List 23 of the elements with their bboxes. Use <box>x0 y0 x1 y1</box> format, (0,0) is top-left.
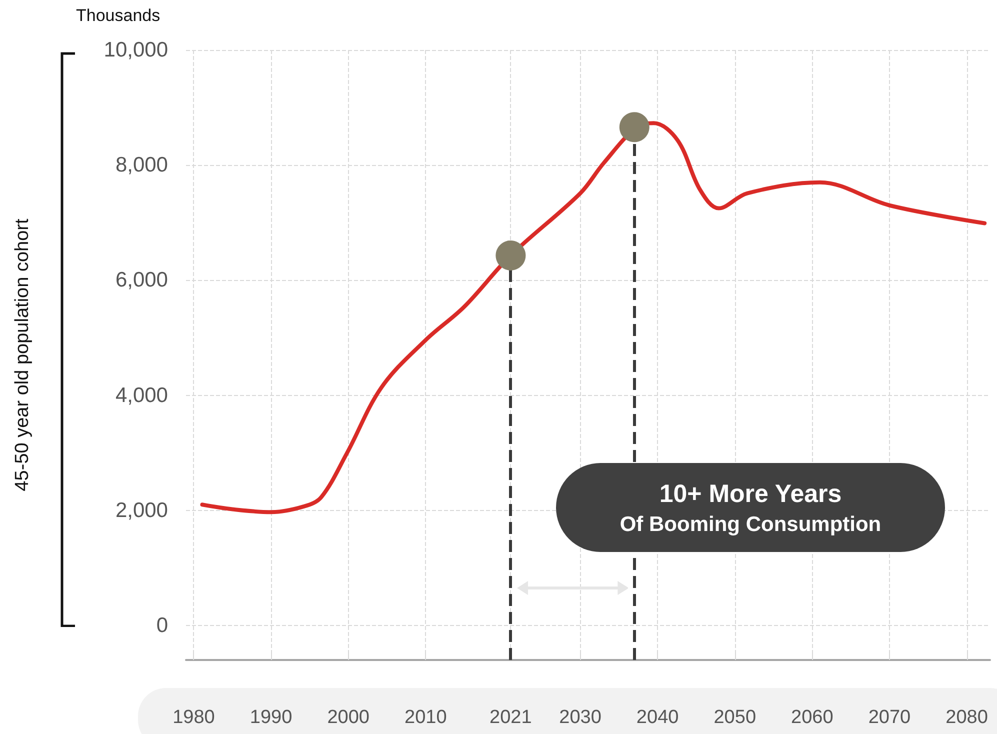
x-tick-label: 2050 <box>714 707 756 728</box>
y-tick-label: 4,000 <box>115 384 168 407</box>
x-tick-label: 2021 <box>490 707 532 728</box>
x-tick-label: 2030 <box>559 707 602 728</box>
annotation: Of Booming Consumption <box>618 512 882 538</box>
x-tick-label: 1980 <box>172 707 215 728</box>
y-axis-title: 45-50 year old population cohort <box>12 218 33 492</box>
x-tick-label: 2070 <box>868 707 911 728</box>
y-tick-label: 0 <box>156 614 168 637</box>
y-tick-label: 6,000 <box>115 268 168 292</box>
y-tick-label: 2,000 <box>115 498 168 522</box>
y-tick-label: 8,000 <box>115 154 168 177</box>
callout-box: 10+ More Years Of Booming Consumption <box>556 463 945 552</box>
x-tick-label: 1990 <box>250 707 292 728</box>
y-tick-label: 10,000 <box>104 38 168 62</box>
annotation: 10+ More Years <box>658 478 843 510</box>
x-tick-label: 2010 <box>404 707 447 728</box>
x-tick-label: 2060 <box>791 707 834 728</box>
line-series <box>200 121 987 514</box>
text: Thousands <box>76 6 160 26</box>
x-tick-label: 2000 <box>327 707 370 728</box>
x-tick-label: 2080 <box>946 707 988 728</box>
x-tick-label: 2040 <box>636 707 679 728</box>
